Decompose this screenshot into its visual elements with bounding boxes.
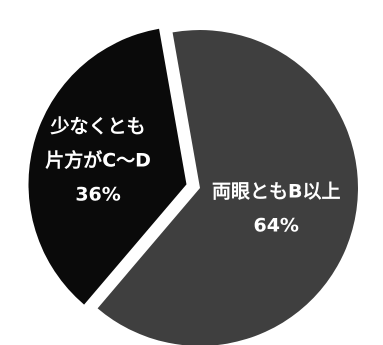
pie-slice-0 bbox=[97, 30, 358, 345]
pie-slice-label-0: 両眼ともB以上 64% bbox=[212, 180, 340, 236]
pie-slice-label-line: 少なくとも bbox=[50, 115, 146, 137]
pie-slice-label-1: 少なくとも片方がC～D 36% bbox=[45, 115, 151, 205]
pie-slice-label-line: 両眼ともB以上 bbox=[212, 180, 340, 202]
pie-slice-label-line: 36% bbox=[75, 183, 120, 205]
pie-slice-1 bbox=[28, 28, 187, 305]
pie-slice-label-line: 片方がC～D bbox=[45, 148, 151, 171]
pie-slice-label-line: 64% bbox=[253, 214, 298, 236]
